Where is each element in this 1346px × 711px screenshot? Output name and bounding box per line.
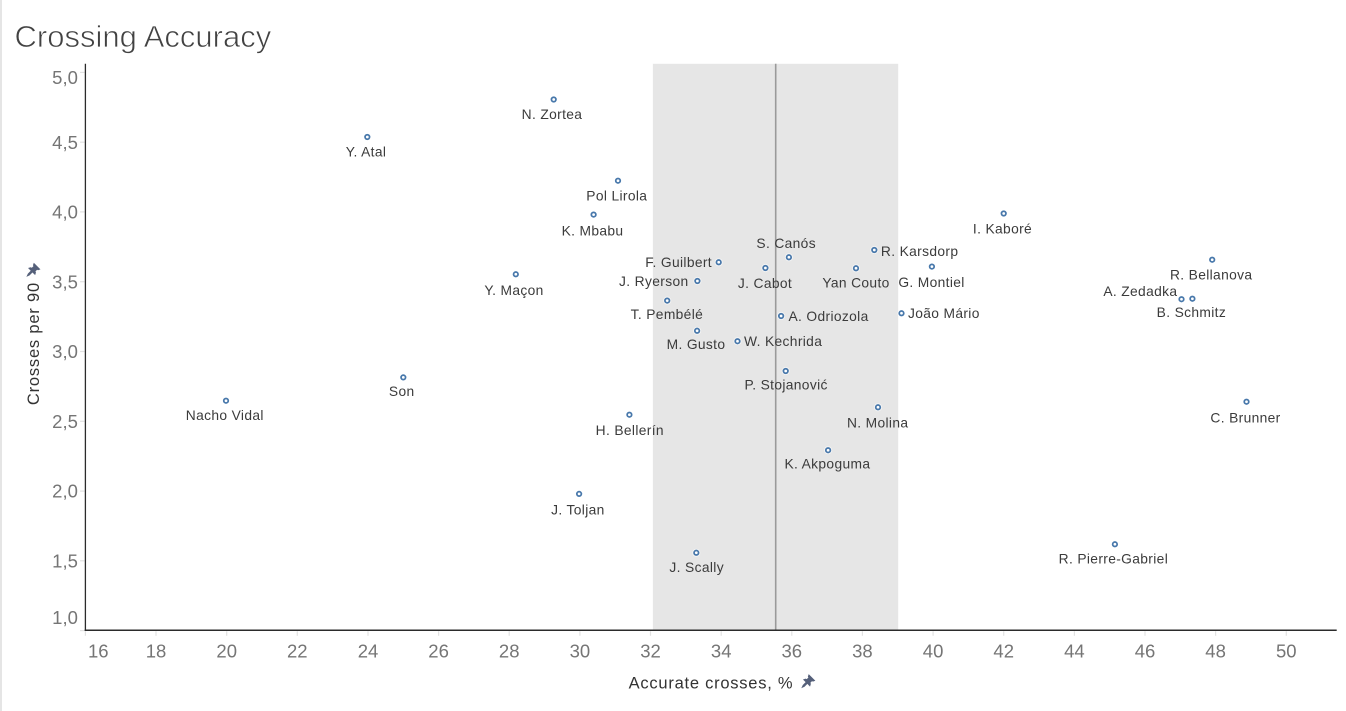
svg-text:Accurate crosses, %: Accurate crosses, % bbox=[629, 674, 794, 692]
svg-text:H. Bellerín: H. Bellerín bbox=[596, 423, 664, 438]
svg-text:Pol Lirola: Pol Lirola bbox=[586, 189, 647, 204]
svg-text:20: 20 bbox=[216, 641, 237, 662]
svg-text:4,0: 4,0 bbox=[52, 202, 78, 223]
svg-text:28: 28 bbox=[499, 641, 520, 662]
svg-text:M. Gusto: M. Gusto bbox=[667, 337, 726, 352]
svg-text:N. Molina: N. Molina bbox=[847, 415, 908, 430]
svg-text:4,5: 4,5 bbox=[52, 132, 78, 153]
svg-text:24: 24 bbox=[358, 641, 379, 662]
svg-text:34: 34 bbox=[711, 641, 732, 662]
svg-text:1,0: 1,0 bbox=[52, 607, 78, 628]
svg-text:J. Toljan: J. Toljan bbox=[551, 502, 605, 517]
svg-text:3,5: 3,5 bbox=[52, 271, 78, 292]
svg-text:G. Montiel: G. Montiel bbox=[898, 275, 964, 290]
svg-text:26: 26 bbox=[428, 641, 449, 662]
svg-text:2,5: 2,5 bbox=[52, 411, 78, 432]
svg-text:F. Guilbert: F. Guilbert bbox=[645, 255, 712, 270]
svg-text:1,5: 1,5 bbox=[52, 550, 78, 571]
svg-text:40: 40 bbox=[923, 641, 944, 662]
svg-text:50: 50 bbox=[1276, 641, 1297, 662]
svg-text:38: 38 bbox=[852, 641, 873, 662]
svg-text:44: 44 bbox=[1064, 641, 1085, 662]
svg-text:2,0: 2,0 bbox=[52, 481, 78, 502]
svg-text:R. Pierre-Gabriel: R. Pierre-Gabriel bbox=[1059, 552, 1168, 567]
svg-text:João Mário: João Mário bbox=[908, 306, 980, 321]
svg-text:22: 22 bbox=[287, 641, 308, 662]
svg-text:C. Brunner: C. Brunner bbox=[1210, 411, 1280, 426]
svg-text:Y. Atal: Y. Atal bbox=[346, 144, 387, 159]
svg-text:K. Mbabu: K. Mbabu bbox=[562, 223, 624, 238]
svg-text:B. Schmitz: B. Schmitz bbox=[1157, 305, 1226, 320]
svg-text:48: 48 bbox=[1205, 641, 1226, 662]
svg-text:16: 16 bbox=[88, 641, 109, 662]
svg-text:J. Scally: J. Scally bbox=[669, 560, 724, 575]
svg-text:36: 36 bbox=[782, 641, 803, 662]
svg-text:I. Kaboré: I. Kaboré bbox=[973, 221, 1032, 236]
svg-text:Yan Couto: Yan Couto bbox=[822, 276, 889, 291]
svg-text:R. Karsdorp: R. Karsdorp bbox=[881, 244, 958, 259]
svg-text:5,0: 5,0 bbox=[52, 67, 78, 88]
svg-text:46: 46 bbox=[1135, 641, 1156, 662]
svg-text:Son: Son bbox=[389, 384, 415, 399]
svg-text:3,0: 3,0 bbox=[52, 341, 78, 362]
svg-text:R. Bellanova: R. Bellanova bbox=[1170, 268, 1252, 283]
svg-text:J. Cabot: J. Cabot bbox=[738, 276, 792, 291]
svg-text:32: 32 bbox=[640, 641, 661, 662]
svg-text:Nacho Vidal: Nacho Vidal bbox=[186, 408, 264, 423]
svg-text:42: 42 bbox=[993, 641, 1014, 662]
svg-text:Y. Maçon: Y. Maçon bbox=[484, 283, 543, 298]
svg-text:P. Stojanović: P. Stojanović bbox=[744, 378, 827, 393]
svg-text:W. Kechrida: W. Kechrida bbox=[744, 334, 822, 349]
svg-text:A. Zedadka: A. Zedadka bbox=[1103, 284, 1177, 299]
svg-text:T. Pembélé: T. Pembélé bbox=[631, 307, 704, 322]
svg-text:18: 18 bbox=[146, 641, 167, 662]
svg-text:Crossing Accuracy: Crossing Accuracy bbox=[15, 19, 272, 54]
svg-text:Crosses per 90: Crosses per 90 bbox=[25, 282, 43, 405]
svg-text:K. Akpoguma: K. Akpoguma bbox=[784, 456, 870, 471]
svg-text:N. Zortea: N. Zortea bbox=[522, 107, 583, 122]
svg-text:A. Odriozola: A. Odriozola bbox=[789, 309, 869, 324]
svg-text:S. Canós: S. Canós bbox=[756, 236, 816, 251]
svg-text:J. Ryerson: J. Ryerson bbox=[619, 274, 688, 289]
svg-text:30: 30 bbox=[570, 641, 591, 662]
